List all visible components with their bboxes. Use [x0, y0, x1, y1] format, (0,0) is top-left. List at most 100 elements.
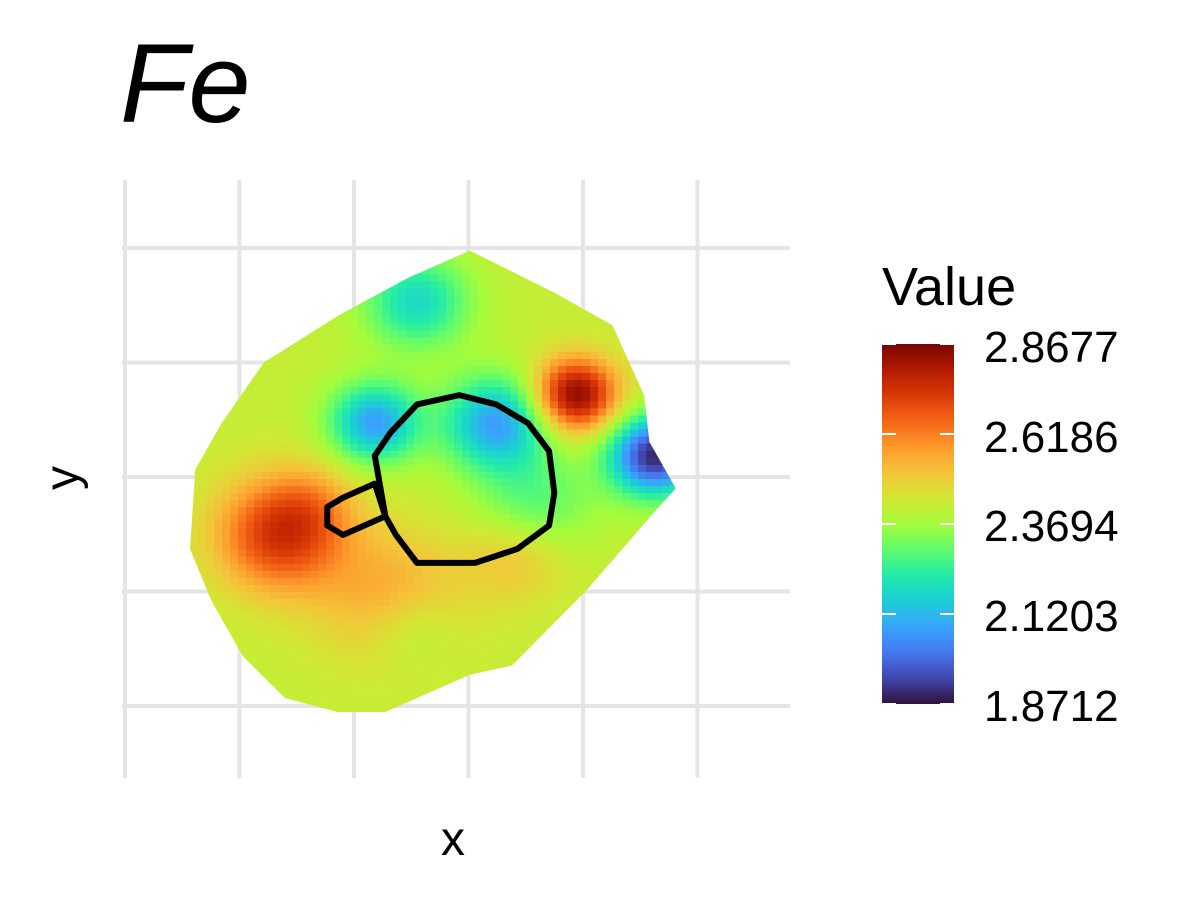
heatmap-cell: [550, 387, 559, 395]
heatmap-cell: [246, 584, 255, 593]
heatmap-cell: [390, 394, 399, 402]
heatmap-cell: [270, 648, 279, 657]
heatmap-cell: [502, 471, 511, 480]
heatmap-cell: [454, 267, 463, 275]
heatmap-cell: [254, 655, 263, 664]
heatmap-cell: [238, 591, 247, 600]
heatmap-cell: [582, 556, 591, 565]
heatmap-cell: [542, 620, 551, 628]
heatmap-cell: [494, 253, 503, 261]
heatmap-cell: [702, 677, 711, 685]
heatmap-cell: [526, 507, 535, 515]
heatmap-cell: [398, 697, 407, 706]
heatmap-cell: [294, 549, 303, 558]
heatmap-cell: [470, 309, 479, 318]
heatmap-cell: [670, 267, 676, 275]
heatmap-cell: [238, 500, 247, 508]
heatmap-cell: [550, 535, 559, 544]
heatmap-cell: [278, 429, 287, 438]
heatmap-cell: [222, 648, 231, 657]
heatmap-cell: [382, 606, 391, 614]
heatmap-cell: [310, 450, 319, 459]
heatmap-cell: [478, 302, 487, 311]
heatmap-cell: [670, 344, 676, 353]
heatmap-cell: [254, 394, 263, 402]
heatmap-cell: [470, 669, 479, 678]
heatmap-cell: [478, 436, 487, 445]
heatmap-cell: [598, 457, 607, 466]
heatmap-cell: [302, 267, 311, 275]
heatmap-cell: [534, 316, 543, 325]
heatmap-cell: [526, 690, 535, 699]
heatmap-cell: [390, 690, 399, 699]
heatmap-cell: [246, 556, 255, 565]
heatmap-cell: [574, 443, 583, 452]
heatmap-cell: [462, 528, 471, 537]
heatmap-cell: [534, 373, 543, 381]
heatmap-cell: [614, 464, 623, 473]
heatmap-cell: [494, 528, 503, 537]
heatmap-cell: [430, 648, 439, 657]
heatmap-cell: [462, 450, 471, 459]
heatmap-cell: [374, 613, 383, 621]
heatmap-cell: [230, 295, 239, 304]
heatmap-cell: [318, 302, 327, 311]
heatmap-cell: [414, 457, 423, 466]
heatmap-cell: [446, 330, 455, 339]
heatmap-cell: [358, 337, 367, 346]
heatmap-cell: [638, 380, 647, 388]
heatmap-cell: [318, 634, 327, 642]
heatmap-cell: [494, 429, 503, 438]
heatmap-cell: [230, 253, 239, 261]
heatmap-cell: [262, 380, 271, 388]
heatmap-cell: [678, 408, 687, 416]
heatmap-cell: [246, 309, 255, 318]
heatmap-cell: [358, 288, 367, 297]
heatmap-cell: [374, 521, 383, 530]
heatmap-cell: [622, 486, 631, 494]
heatmap-cell: [350, 514, 359, 522]
heatmap-cell: [574, 514, 583, 522]
heatmap-cell: [206, 443, 215, 452]
heatmap-cell: [494, 323, 503, 332]
heatmap-cell: [614, 330, 623, 339]
heatmap-cell: [398, 408, 407, 417]
heatmap-cell: [446, 521, 455, 530]
heatmap-cell: [526, 457, 535, 466]
heatmap-cell: [374, 627, 383, 635]
heatmap-cell: [206, 669, 215, 678]
heatmap-cell: [654, 627, 663, 635]
heatmap-cell: [366, 260, 375, 268]
heatmap-cell: [470, 288, 479, 297]
heatmap-cell: [438, 570, 447, 579]
heatmap-cell: [630, 493, 639, 501]
heatmap-cell: [566, 408, 575, 417]
heatmap-cell: [606, 274, 615, 282]
heatmap-cell: [366, 549, 375, 558]
heatmap-cell: [334, 309, 343, 318]
main-region-outline: [371, 392, 558, 566]
heatmap-cell: [582, 507, 591, 515]
heatmap-cell: [206, 479, 215, 487]
heatmap-cell: [342, 620, 351, 628]
heatmap-cell: [686, 444, 695, 452]
heatmap-cell: [486, 613, 495, 621]
heatmap-cell: [398, 634, 407, 642]
heatmap-cell: [390, 295, 399, 304]
heatmap-cell: [294, 281, 303, 289]
heatmap-cell: [438, 380, 447, 388]
heatmap-cell: [598, 634, 607, 642]
heatmap-cell: [430, 563, 439, 572]
heatmap-cell: [190, 563, 199, 572]
heatmap-cell: [454, 344, 463, 353]
heatmap-cell: [670, 648, 676, 657]
heatmap-cell: [614, 556, 623, 565]
heatmap-cell: [198, 281, 207, 289]
heatmap-cell: [302, 514, 311, 522]
heatmap-cell: [542, 549, 551, 558]
heatmap-cell: [422, 373, 431, 381]
heatmap-cell: [446, 627, 455, 635]
heatmap-cell: [614, 549, 623, 558]
heatmap-cell: [678, 507, 687, 515]
heatmap-cell: [478, 323, 487, 332]
